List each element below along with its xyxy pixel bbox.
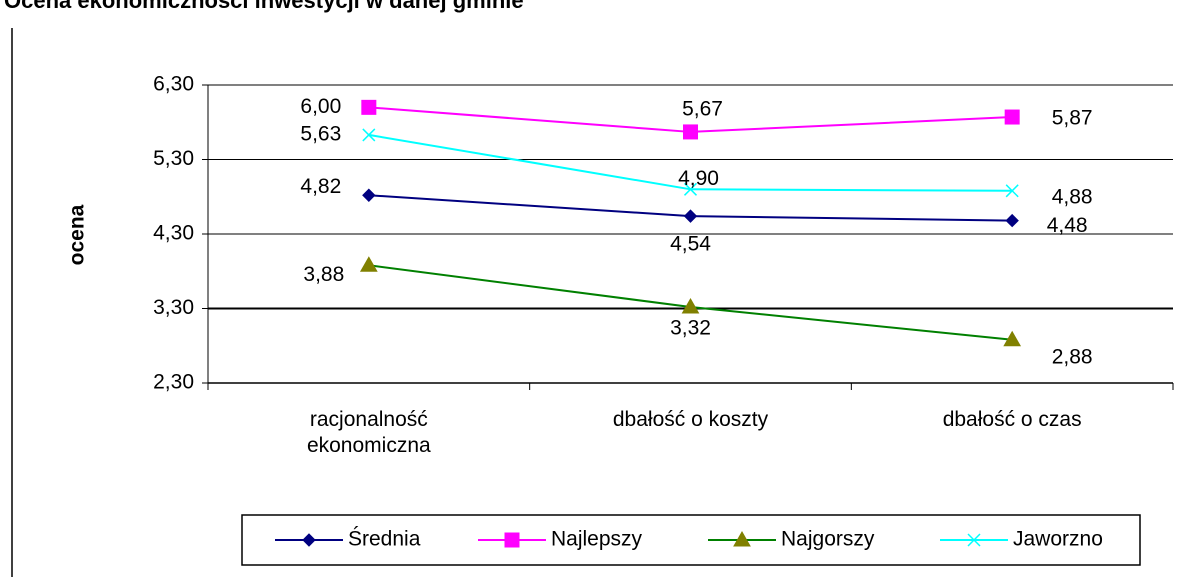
y-axis-label: ocena — [66, 204, 89, 265]
data-point — [1004, 109, 1020, 125]
data-label: 3,88 — [303, 263, 344, 286]
legend-label: Najgorszy — [781, 528, 875, 551]
x-tick-label: dbałość o koszty — [612, 408, 769, 431]
legend-label: Średnia — [348, 527, 421, 551]
chart-title: Ocena ekonomiczności inwestycji w danej … — [4, 0, 524, 13]
legend-label: Jaworzno — [1013, 528, 1103, 551]
data-point — [1005, 184, 1019, 198]
y-tick-label: 3,30 — [153, 296, 194, 319]
data-label: 4,54 — [670, 233, 711, 256]
data-label: 4,90 — [678, 167, 719, 190]
x-tick-label: racjonalność ekonomiczna — [306, 408, 431, 457]
data-label: 5,63 — [300, 122, 341, 145]
data-point — [683, 124, 698, 140]
data-point — [362, 128, 376, 142]
data-point — [1005, 213, 1019, 228]
legend-marker — [967, 533, 981, 547]
y-tick-label: 2,30 — [153, 371, 194, 394]
legend-marker — [504, 532, 520, 548]
legend-marker — [302, 533, 316, 547]
data-label: 5,87 — [1052, 107, 1093, 130]
y-tick-label: 5,30 — [153, 147, 194, 170]
data-label: 6,00 — [300, 95, 341, 118]
data-point — [683, 182, 698, 196]
data-point — [681, 298, 700, 314]
y-tick-label: 4,30 — [153, 222, 194, 245]
data-label: 5,67 — [682, 97, 723, 120]
legend-label: Najlepszy — [551, 528, 643, 551]
data-label: 4,48 — [1047, 214, 1088, 237]
data-label: 4,88 — [1052, 185, 1093, 208]
legend-marker — [733, 530, 751, 547]
y-tick-label: 6,30 — [153, 73, 194, 96]
data-point — [359, 256, 378, 272]
data-label: 4,82 — [300, 175, 341, 198]
data-point — [361, 99, 377, 115]
data-point — [1003, 330, 1022, 347]
data-label: 2,88 — [1052, 345, 1093, 368]
x-tick-label: dbałość o czas — [942, 408, 1082, 431]
data-point — [683, 209, 698, 223]
data-label: 3,32 — [670, 317, 711, 340]
data-point — [362, 188, 376, 202]
